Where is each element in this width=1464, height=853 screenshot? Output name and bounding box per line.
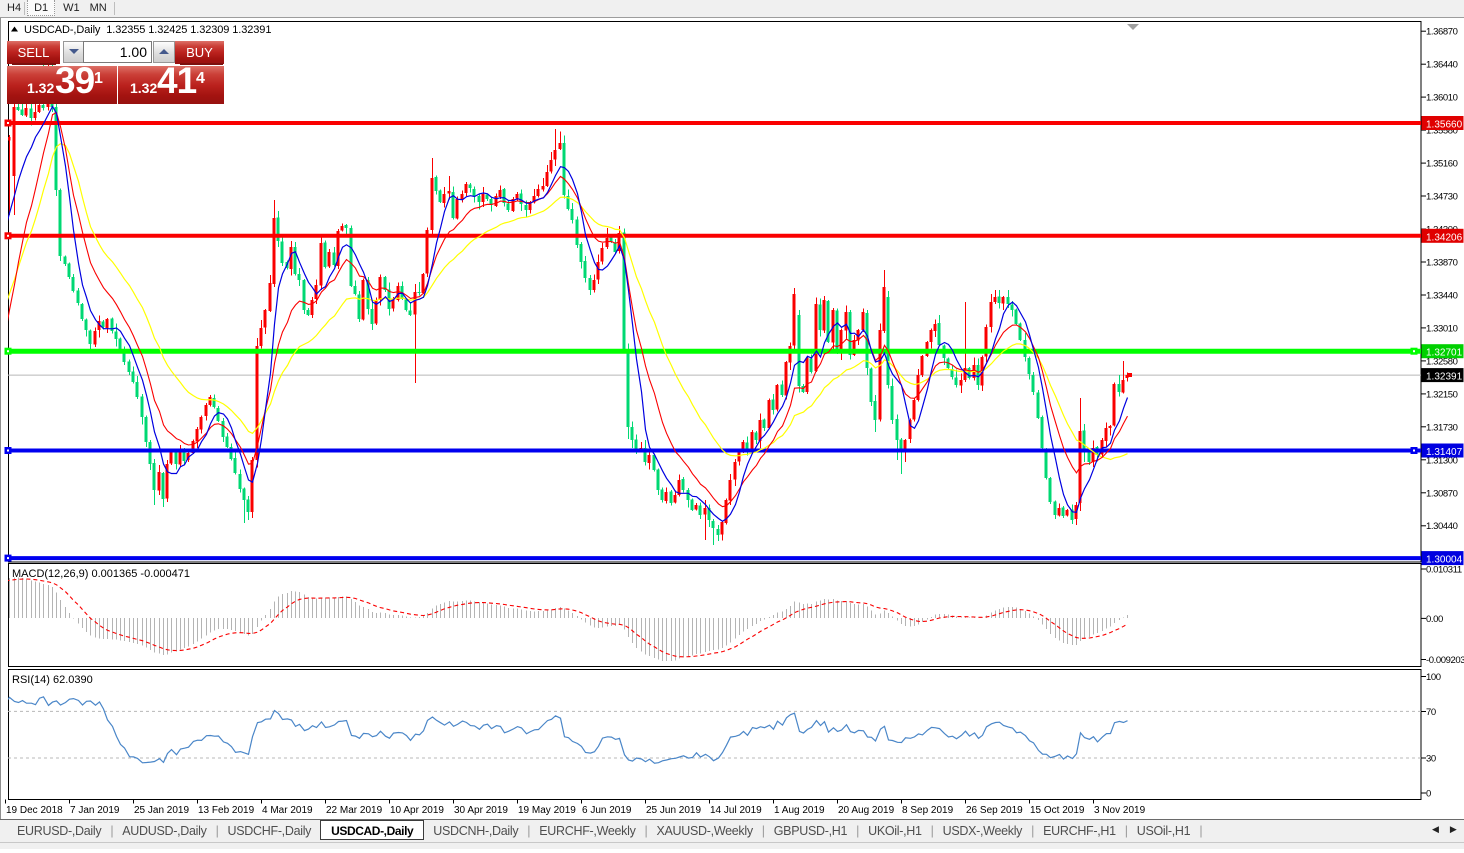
svg-text:1.34206: 1.34206 <box>1426 232 1463 243</box>
svg-text:3 Nov 2019: 3 Nov 2019 <box>1094 805 1146 816</box>
svg-text:1.36010: 1.36010 <box>1426 93 1458 104</box>
svg-text:RSI(14) 62.0390: RSI(14) 62.0390 <box>12 674 93 686</box>
svg-text:1.36870: 1.36870 <box>1426 27 1458 38</box>
svg-text:1.32580: 1.32580 <box>1426 356 1458 367</box>
svg-text:1.30004: 1.30004 <box>1426 555 1463 566</box>
svg-text:1.32150: 1.32150 <box>1426 389 1458 400</box>
svg-text:0.00: 0.00 <box>1426 614 1443 625</box>
svg-text:100: 100 <box>1426 672 1441 683</box>
svg-text:1.33440: 1.33440 <box>1426 291 1458 302</box>
svg-text:1.34730: 1.34730 <box>1426 192 1458 203</box>
svg-text:1.33010: 1.33010 <box>1426 323 1458 334</box>
svg-text:26 Sep 2019: 26 Sep 2019 <box>966 805 1023 816</box>
svg-text:1.30440: 1.30440 <box>1426 521 1458 532</box>
svg-text:1.31300: 1.31300 <box>1426 455 1458 466</box>
svg-text:1.31730: 1.31730 <box>1426 422 1458 433</box>
svg-text:13 Feb 2019: 13 Feb 2019 <box>198 805 255 816</box>
svg-text:1.32391: 1.32391 <box>1426 372 1463 383</box>
svg-text:1.32701: 1.32701 <box>1426 348 1463 359</box>
svg-text:1.30870: 1.30870 <box>1426 488 1458 499</box>
svg-text:19 Dec 2018: 19 Dec 2018 <box>6 805 63 816</box>
svg-text:1.35160: 1.35160 <box>1426 159 1458 170</box>
svg-text:22 Mar 2019: 22 Mar 2019 <box>326 805 383 816</box>
svg-text:4 Mar 2019: 4 Mar 2019 <box>262 805 313 816</box>
svg-text:10 Apr 2019: 10 Apr 2019 <box>390 805 444 816</box>
svg-text:25 Jun 2019: 25 Jun 2019 <box>646 805 701 816</box>
svg-text:25 Jan 2019: 25 Jan 2019 <box>134 805 189 816</box>
svg-text:1 Aug 2019: 1 Aug 2019 <box>774 805 825 816</box>
svg-text:USDCAD-,Daily 1.32355 1.32425: USDCAD-,Daily 1.32355 1.32425 1.32309 1.… <box>24 24 271 36</box>
svg-text:1.35580: 1.35580 <box>1426 126 1458 137</box>
svg-text:14 Jul 2019: 14 Jul 2019 <box>710 805 762 816</box>
svg-text:-0.009203: -0.009203 <box>1426 655 1464 666</box>
svg-text:1.33870: 1.33870 <box>1426 258 1458 269</box>
svg-text:7 Jan 2019: 7 Jan 2019 <box>70 805 120 816</box>
svg-text:1.31407: 1.31407 <box>1426 447 1463 458</box>
svg-text:0: 0 <box>1426 789 1431 800</box>
svg-text:30: 30 <box>1426 754 1436 765</box>
svg-text:1.35660: 1.35660 <box>1426 120 1463 131</box>
svg-text:20 Aug 2019: 20 Aug 2019 <box>838 805 895 816</box>
svg-text:0.010311: 0.010311 <box>1426 565 1462 576</box>
svg-text:15 Oct 2019: 15 Oct 2019 <box>1030 805 1085 816</box>
svg-text:6 Jun 2019: 6 Jun 2019 <box>582 805 632 816</box>
svg-text:1.36440: 1.36440 <box>1426 60 1458 71</box>
svg-text:8 Sep 2019: 8 Sep 2019 <box>902 805 954 816</box>
svg-text:30 Apr 2019: 30 Apr 2019 <box>454 805 508 816</box>
svg-text:MACD(12,26,9) 0.001365 -0.0004: MACD(12,26,9) 0.001365 -0.000471 <box>12 568 190 580</box>
svg-text:19 May 2019: 19 May 2019 <box>518 805 576 816</box>
svg-text:70: 70 <box>1426 707 1436 718</box>
